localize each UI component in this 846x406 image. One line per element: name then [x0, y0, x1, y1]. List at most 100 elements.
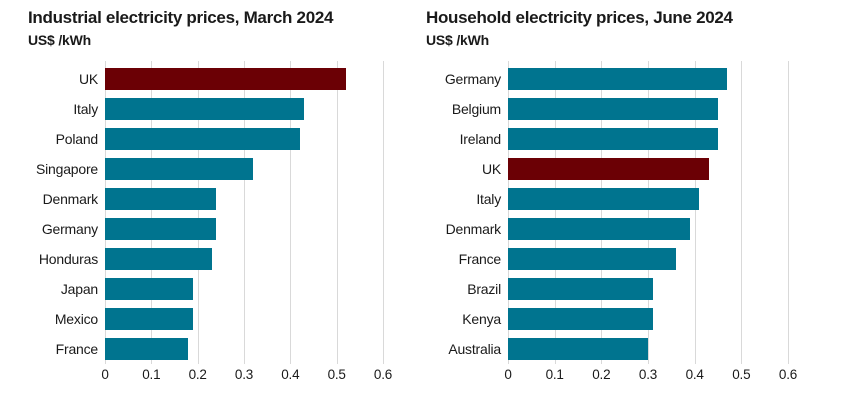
bar-track	[508, 98, 788, 120]
x-tick-label: 0.5	[732, 367, 751, 382]
category-label: UK	[481, 161, 501, 177]
bar-row: Italy	[0, 94, 423, 124]
bar	[105, 278, 194, 300]
bar-track	[508, 68, 788, 90]
x-tick-label: 0.6	[373, 367, 393, 382]
bar-track	[508, 308, 788, 330]
category-label: Belgium	[451, 101, 501, 117]
gridline	[788, 61, 789, 364]
bar-track	[105, 278, 383, 300]
bar-track	[508, 128, 788, 150]
gridline	[648, 61, 649, 364]
bar	[105, 308, 194, 330]
bar-track	[508, 248, 788, 270]
chart-unit-subtitle: US$ /kWh	[28, 32, 91, 48]
bar-row: UK	[423, 154, 846, 184]
bar-rows: UK Italy Poland Singapore Denmark Germany Hond…	[0, 64, 423, 364]
bar-row: Honduras	[0, 244, 423, 274]
bar-row: Germany	[423, 64, 846, 94]
bar	[105, 218, 217, 240]
category-label: Singapore	[35, 161, 98, 177]
bar-row: Italy	[423, 184, 846, 214]
x-axis: 0 0.1 0.2 0.3 0.4 0.5 0.6	[101, 367, 392, 385]
bar-track	[508, 278, 788, 300]
bar-highlight	[508, 158, 709, 180]
bar	[105, 98, 305, 120]
category-label: Australia	[448, 341, 501, 357]
chart-unit-subtitle: US$ /kWh	[426, 32, 489, 48]
category-label: Mexico	[54, 311, 98, 327]
category-label: Brazil	[467, 281, 501, 297]
bar-track	[105, 68, 383, 90]
category-label: Germany	[444, 71, 501, 87]
bar-row: France	[0, 334, 423, 364]
bar-row: Ireland	[423, 124, 846, 154]
category-label: Denmark	[42, 191, 99, 207]
bar	[105, 248, 212, 270]
chart-title: Household electricity prices, June 2024	[426, 8, 733, 27]
bar-row: France	[423, 244, 846, 274]
bar	[508, 338, 648, 360]
gridline	[105, 61, 106, 364]
bar	[105, 158, 254, 180]
category-label: France	[458, 251, 502, 267]
gridline	[197, 61, 199, 364]
bar	[508, 128, 718, 150]
bar-track	[508, 338, 788, 360]
gridline	[290, 61, 292, 364]
category-label: Japan	[60, 281, 98, 297]
x-tick-label: 0.4	[281, 367, 300, 382]
x-tick-label: 0	[504, 367, 512, 382]
gridlines	[508, 61, 789, 364]
category-label: Germany	[41, 221, 98, 237]
bar-track	[105, 338, 383, 360]
bar-track	[105, 98, 383, 120]
x-tick-label: 0.2	[188, 367, 207, 382]
bar-row: Denmark	[423, 214, 846, 244]
category-label: Italy	[73, 101, 98, 117]
bar-row: Kenya	[423, 304, 846, 334]
gridline	[694, 61, 696, 364]
household-prices-chart: Household electricity prices, June 2024 …	[423, 0, 846, 406]
bar	[508, 248, 676, 270]
bar-row: Denmark	[0, 184, 423, 214]
bar-track	[105, 158, 383, 180]
x-tick-label: 0.1	[545, 367, 564, 382]
bar-highlight	[105, 68, 346, 90]
bar-track	[105, 218, 383, 240]
bar-track	[105, 128, 383, 150]
gridline	[601, 61, 603, 364]
x-tick-label: 0.4	[685, 367, 704, 382]
gridline	[383, 61, 384, 364]
bar-track	[508, 218, 788, 240]
bar	[508, 218, 690, 240]
category-label: Denmark	[445, 221, 502, 237]
bar	[105, 128, 300, 150]
gridline	[508, 61, 509, 364]
gridline	[151, 61, 153, 364]
gridline	[336, 61, 338, 364]
bar-track	[508, 158, 788, 180]
gridline	[741, 61, 743, 364]
bar-rows: Germany Belgium Ireland UK Italy Denmark Franc…	[423, 64, 846, 364]
x-tick-label: 0.5	[327, 367, 346, 382]
gridline	[244, 61, 245, 364]
bar-row: Australia	[423, 334, 846, 364]
bar-row: Belgium	[423, 94, 846, 124]
category-label: Kenya	[462, 311, 501, 327]
x-tick-label: 0.3	[234, 367, 254, 382]
category-label: Honduras	[38, 251, 98, 267]
x-tick-label: 0	[101, 367, 109, 382]
bar	[105, 188, 217, 210]
chart-title: Industrial electricity prices, March 202…	[28, 8, 334, 27]
bar-track	[508, 188, 788, 210]
category-label: Italy	[476, 191, 501, 207]
bar	[508, 308, 653, 330]
bar-row: Mexico	[0, 304, 423, 334]
x-axis: 0 0.1 0.2 0.3 0.4 0.5 0.6	[504, 367, 797, 385]
gridline	[554, 61, 556, 364]
bar	[508, 68, 728, 90]
bar-row: Germany	[0, 214, 423, 244]
bar-row: Japan	[0, 274, 423, 304]
